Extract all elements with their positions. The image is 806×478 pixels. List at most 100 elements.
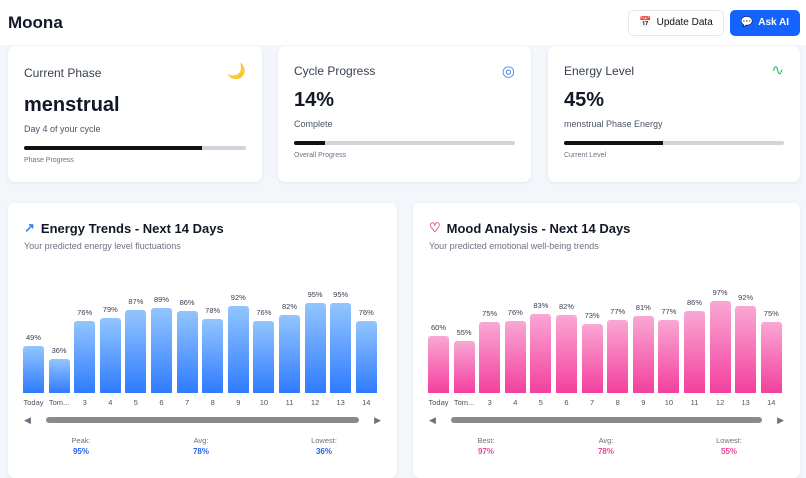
bar[interactable] bbox=[428, 336, 449, 393]
bar[interactable] bbox=[151, 308, 172, 393]
phase-progress-bar bbox=[24, 146, 246, 150]
ask-ai-button[interactable]: 💬 Ask AI bbox=[729, 9, 800, 36]
bar[interactable] bbox=[658, 319, 680, 393]
energy-trends-card: ↗ Energy Trends - Next 14 Days Your predi… bbox=[8, 203, 397, 478]
bar[interactable] bbox=[581, 323, 603, 393]
bar[interactable] bbox=[304, 302, 326, 393]
scroll-thumb[interactable] bbox=[46, 417, 359, 423]
chat-icon: 💬 bbox=[740, 17, 754, 28]
bar-value-label: 79% bbox=[102, 304, 118, 314]
bar[interactable] bbox=[556, 315, 577, 393]
bar-value-label: 55% bbox=[456, 327, 472, 337]
summary-label: Best: bbox=[477, 436, 495, 445]
bar[interactable] bbox=[479, 321, 501, 393]
cycle-progress-card: Cycle Progress ◎ 14% Complete Overall Pr… bbox=[278, 46, 531, 182]
x-tick-label: 5 bbox=[538, 398, 543, 407]
bar-value-label: 86% bbox=[686, 298, 702, 308]
bar-value-label: 78% bbox=[205, 305, 221, 315]
summary-label: Lowest: bbox=[716, 436, 742, 445]
bar-value-label: 73% bbox=[584, 310, 600, 320]
bar[interactable] bbox=[74, 320, 96, 393]
bar[interactable] bbox=[355, 320, 377, 393]
bar[interactable] bbox=[48, 358, 70, 393]
x-tick-label: 10 bbox=[259, 398, 269, 407]
x-tick-label: 8 bbox=[210, 398, 215, 407]
bar[interactable] bbox=[530, 314, 552, 393]
bar[interactable] bbox=[684, 311, 705, 393]
chart-scrollbar[interactable]: ◀ ▶ bbox=[429, 415, 784, 425]
bar[interactable] bbox=[176, 311, 198, 393]
scroll-right-icon[interactable]: ▶ bbox=[374, 415, 381, 425]
card-title: Cycle Progress bbox=[294, 64, 376, 78]
scroll-thumb[interactable] bbox=[451, 417, 762, 423]
bar[interactable] bbox=[760, 321, 782, 393]
bar[interactable] bbox=[709, 300, 731, 393]
bar-value-label: 75% bbox=[482, 308, 498, 318]
x-tick-label: 11 bbox=[690, 398, 699, 407]
bar[interactable] bbox=[330, 302, 352, 393]
scroll-left-icon[interactable]: ◀ bbox=[24, 415, 31, 425]
summary-value: 97% bbox=[477, 447, 494, 456]
x-tick-label: 10 bbox=[664, 398, 674, 407]
bar-value-label: 76% bbox=[256, 307, 272, 317]
bar[interactable] bbox=[607, 319, 629, 393]
target-icon: ◎ bbox=[501, 63, 515, 80]
summary-label: Lowest: bbox=[311, 436, 337, 445]
bar-value-label: 95% bbox=[307, 289, 323, 299]
progress-caption: Overall Progress bbox=[294, 152, 347, 159]
energy-progress-bar bbox=[564, 141, 784, 145]
phase-value: menstrual bbox=[24, 94, 120, 116]
bar-value-label: 60% bbox=[430, 323, 446, 332]
card-title: Energy Level bbox=[564, 64, 635, 78]
bar[interactable] bbox=[202, 318, 224, 393]
energy-sub: menstrual Phase Energy bbox=[564, 119, 663, 129]
bar[interactable] bbox=[99, 317, 121, 393]
summary-stat: Avg: 78% bbox=[166, 436, 236, 456]
bar[interactable] bbox=[125, 310, 147, 393]
bar-value-label: 49% bbox=[25, 333, 41, 343]
bar[interactable] bbox=[504, 320, 526, 393]
mood-analysis-card: ♡ Mood Analysis - Next 14 Days Your predi… bbox=[413, 203, 800, 478]
heart-icon: ♡ bbox=[429, 220, 441, 235]
summary-value: 55% bbox=[720, 447, 737, 456]
progress-caption: Current Level bbox=[564, 152, 607, 159]
bar-value-label: 86% bbox=[179, 298, 195, 308]
bar[interactable] bbox=[253, 320, 275, 393]
card-title: Current Phase bbox=[24, 66, 102, 80]
cycle-value: 14% bbox=[294, 89, 335, 111]
bar-value-label: 92% bbox=[738, 292, 754, 302]
energy-bars: 49% 36% 76% 79% 87% 89% 86% 78% 92% 76% 82% 95% 95% 7… bbox=[23, 283, 383, 393]
bar[interactable] bbox=[735, 305, 757, 393]
bar-value-label: 82% bbox=[281, 302, 297, 312]
bar[interactable] bbox=[227, 305, 249, 393]
bar-value-label: 81% bbox=[635, 303, 651, 313]
bar-value-label: 92% bbox=[230, 292, 246, 302]
summary-stat: Lowest: 55% bbox=[694, 436, 764, 456]
bar[interactable] bbox=[632, 316, 654, 393]
bar-value-label: 97% bbox=[712, 287, 728, 297]
x-tick-label: 4 bbox=[108, 398, 113, 407]
update-data-button[interactable]: 📅 Update Data bbox=[628, 9, 724, 36]
chart-scrollbar[interactable]: ◀ ▶ bbox=[24, 415, 381, 425]
summary-value: 36% bbox=[315, 447, 332, 456]
chart-subtitle: Your predicted emotional well-being tren… bbox=[429, 241, 599, 251]
update-data-label: Update Data bbox=[656, 17, 713, 28]
bar[interactable] bbox=[279, 315, 300, 393]
x-tick-label: 7 bbox=[185, 398, 190, 407]
x-tick-label: 6 bbox=[564, 398, 569, 407]
summary-stat: Peak: 95% bbox=[46, 436, 116, 456]
x-tick-label: 3 bbox=[487, 398, 492, 407]
x-tick-label: 12 bbox=[310, 398, 320, 407]
bar-value-label: 77% bbox=[661, 306, 677, 316]
x-tick-label: 7 bbox=[590, 398, 595, 407]
x-tick-label: 9 bbox=[236, 398, 241, 407]
scroll-right-icon[interactable]: ▶ bbox=[777, 415, 784, 425]
bar[interactable] bbox=[23, 346, 44, 393]
bar[interactable] bbox=[453, 340, 475, 393]
x-tick-label: 14 bbox=[767, 398, 776, 407]
x-tick-label: Tom... bbox=[453, 398, 475, 407]
x-tick-label: 9 bbox=[641, 398, 646, 407]
x-tick-label: 5 bbox=[133, 398, 138, 407]
moon-icon: 🌙 bbox=[227, 63, 246, 80]
scroll-left-icon[interactable]: ◀ bbox=[429, 415, 436, 425]
